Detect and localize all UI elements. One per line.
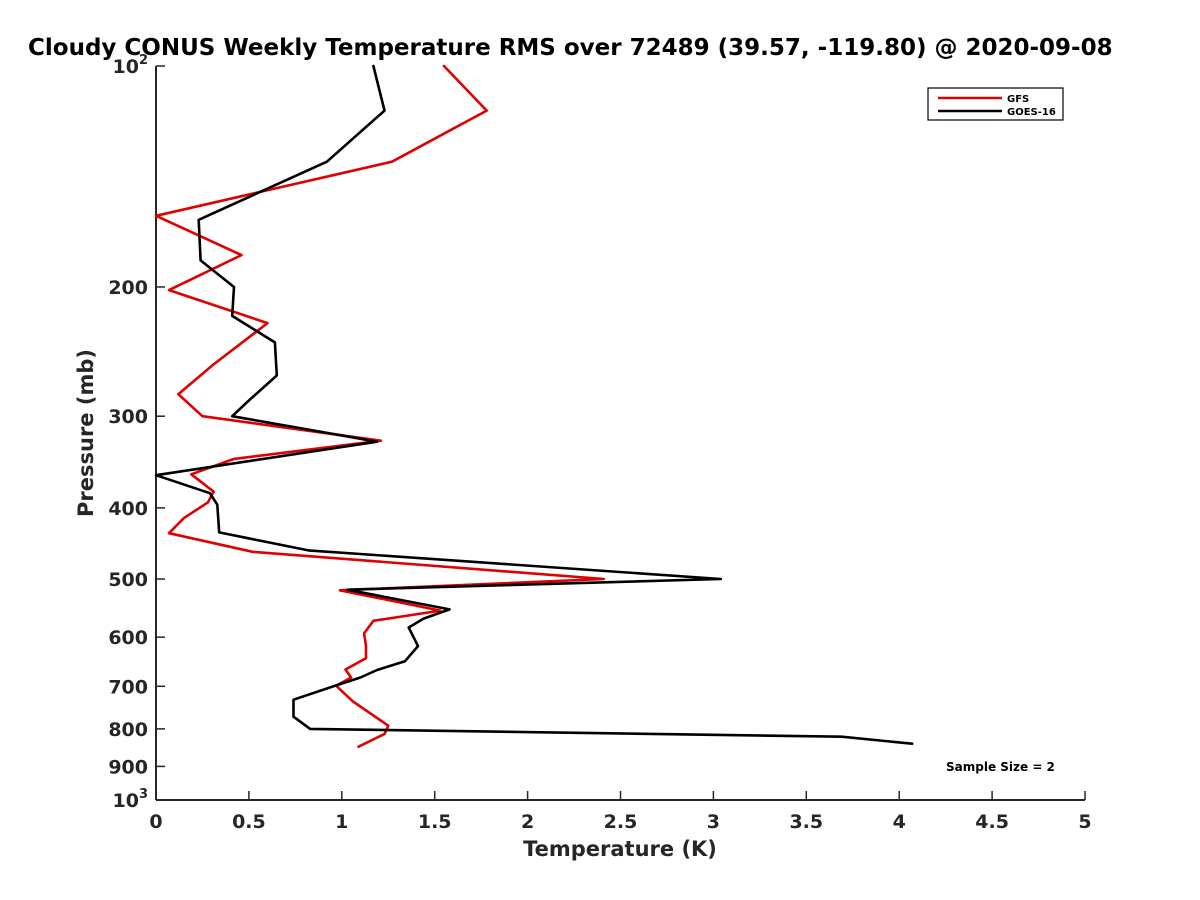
- chart-title: Cloudy CONUS Weekly Temperature RMS over…: [28, 35, 1113, 61]
- x-tick-label: 1.5: [418, 811, 452, 833]
- sample-size-annotation: Sample Size = 2: [946, 760, 1055, 774]
- x-axis-label: Temperature (K): [523, 837, 717, 861]
- series-line-goes16: [154, 64, 914, 746]
- x-tick-label: 2.5: [604, 811, 638, 833]
- y-tick-label: 600: [108, 627, 148, 649]
- x-tick-label: 5: [1078, 811, 1091, 833]
- y-tick-label: 500: [108, 569, 148, 591]
- y-tick-label: 103: [113, 787, 149, 812]
- x-tick-label: 4.5: [975, 811, 1009, 833]
- y-tick-label: 300: [108, 406, 148, 428]
- x-tick-label: 1: [335, 811, 348, 833]
- y-tick-label: 700: [108, 676, 148, 698]
- y-tick-label: 900: [108, 756, 148, 778]
- y-tick-label: 800: [108, 719, 148, 741]
- y-axis-label: Pressure (mb): [74, 349, 98, 517]
- y-tick-label: 400: [108, 498, 148, 520]
- x-tick-label: 3.5: [789, 811, 823, 833]
- series-line-gfs: [154, 64, 606, 749]
- x-tick-label: 2: [521, 811, 534, 833]
- x-tick-label: 0.5: [232, 811, 266, 833]
- series-layer: [154, 64, 914, 749]
- axes: 0 0.5 1 1.5 2 2.5 3 3.5 4 4.5 5 102 200 300 400 500 600 7…: [108, 53, 1091, 833]
- legend: GFS GOES-16: [927, 87, 1064, 121]
- x-tick-label: 3: [707, 811, 720, 833]
- legend-label-gfs: GFS: [1007, 94, 1029, 105]
- legend-box: [927, 87, 1064, 121]
- legend-label-goes16: GOES-16: [1007, 107, 1056, 118]
- x-tick-label: 4: [893, 811, 906, 833]
- y-tick-label: 200: [108, 277, 148, 299]
- x-tick-label: 0: [149, 811, 162, 833]
- y-tick-label: 102: [113, 53, 149, 78]
